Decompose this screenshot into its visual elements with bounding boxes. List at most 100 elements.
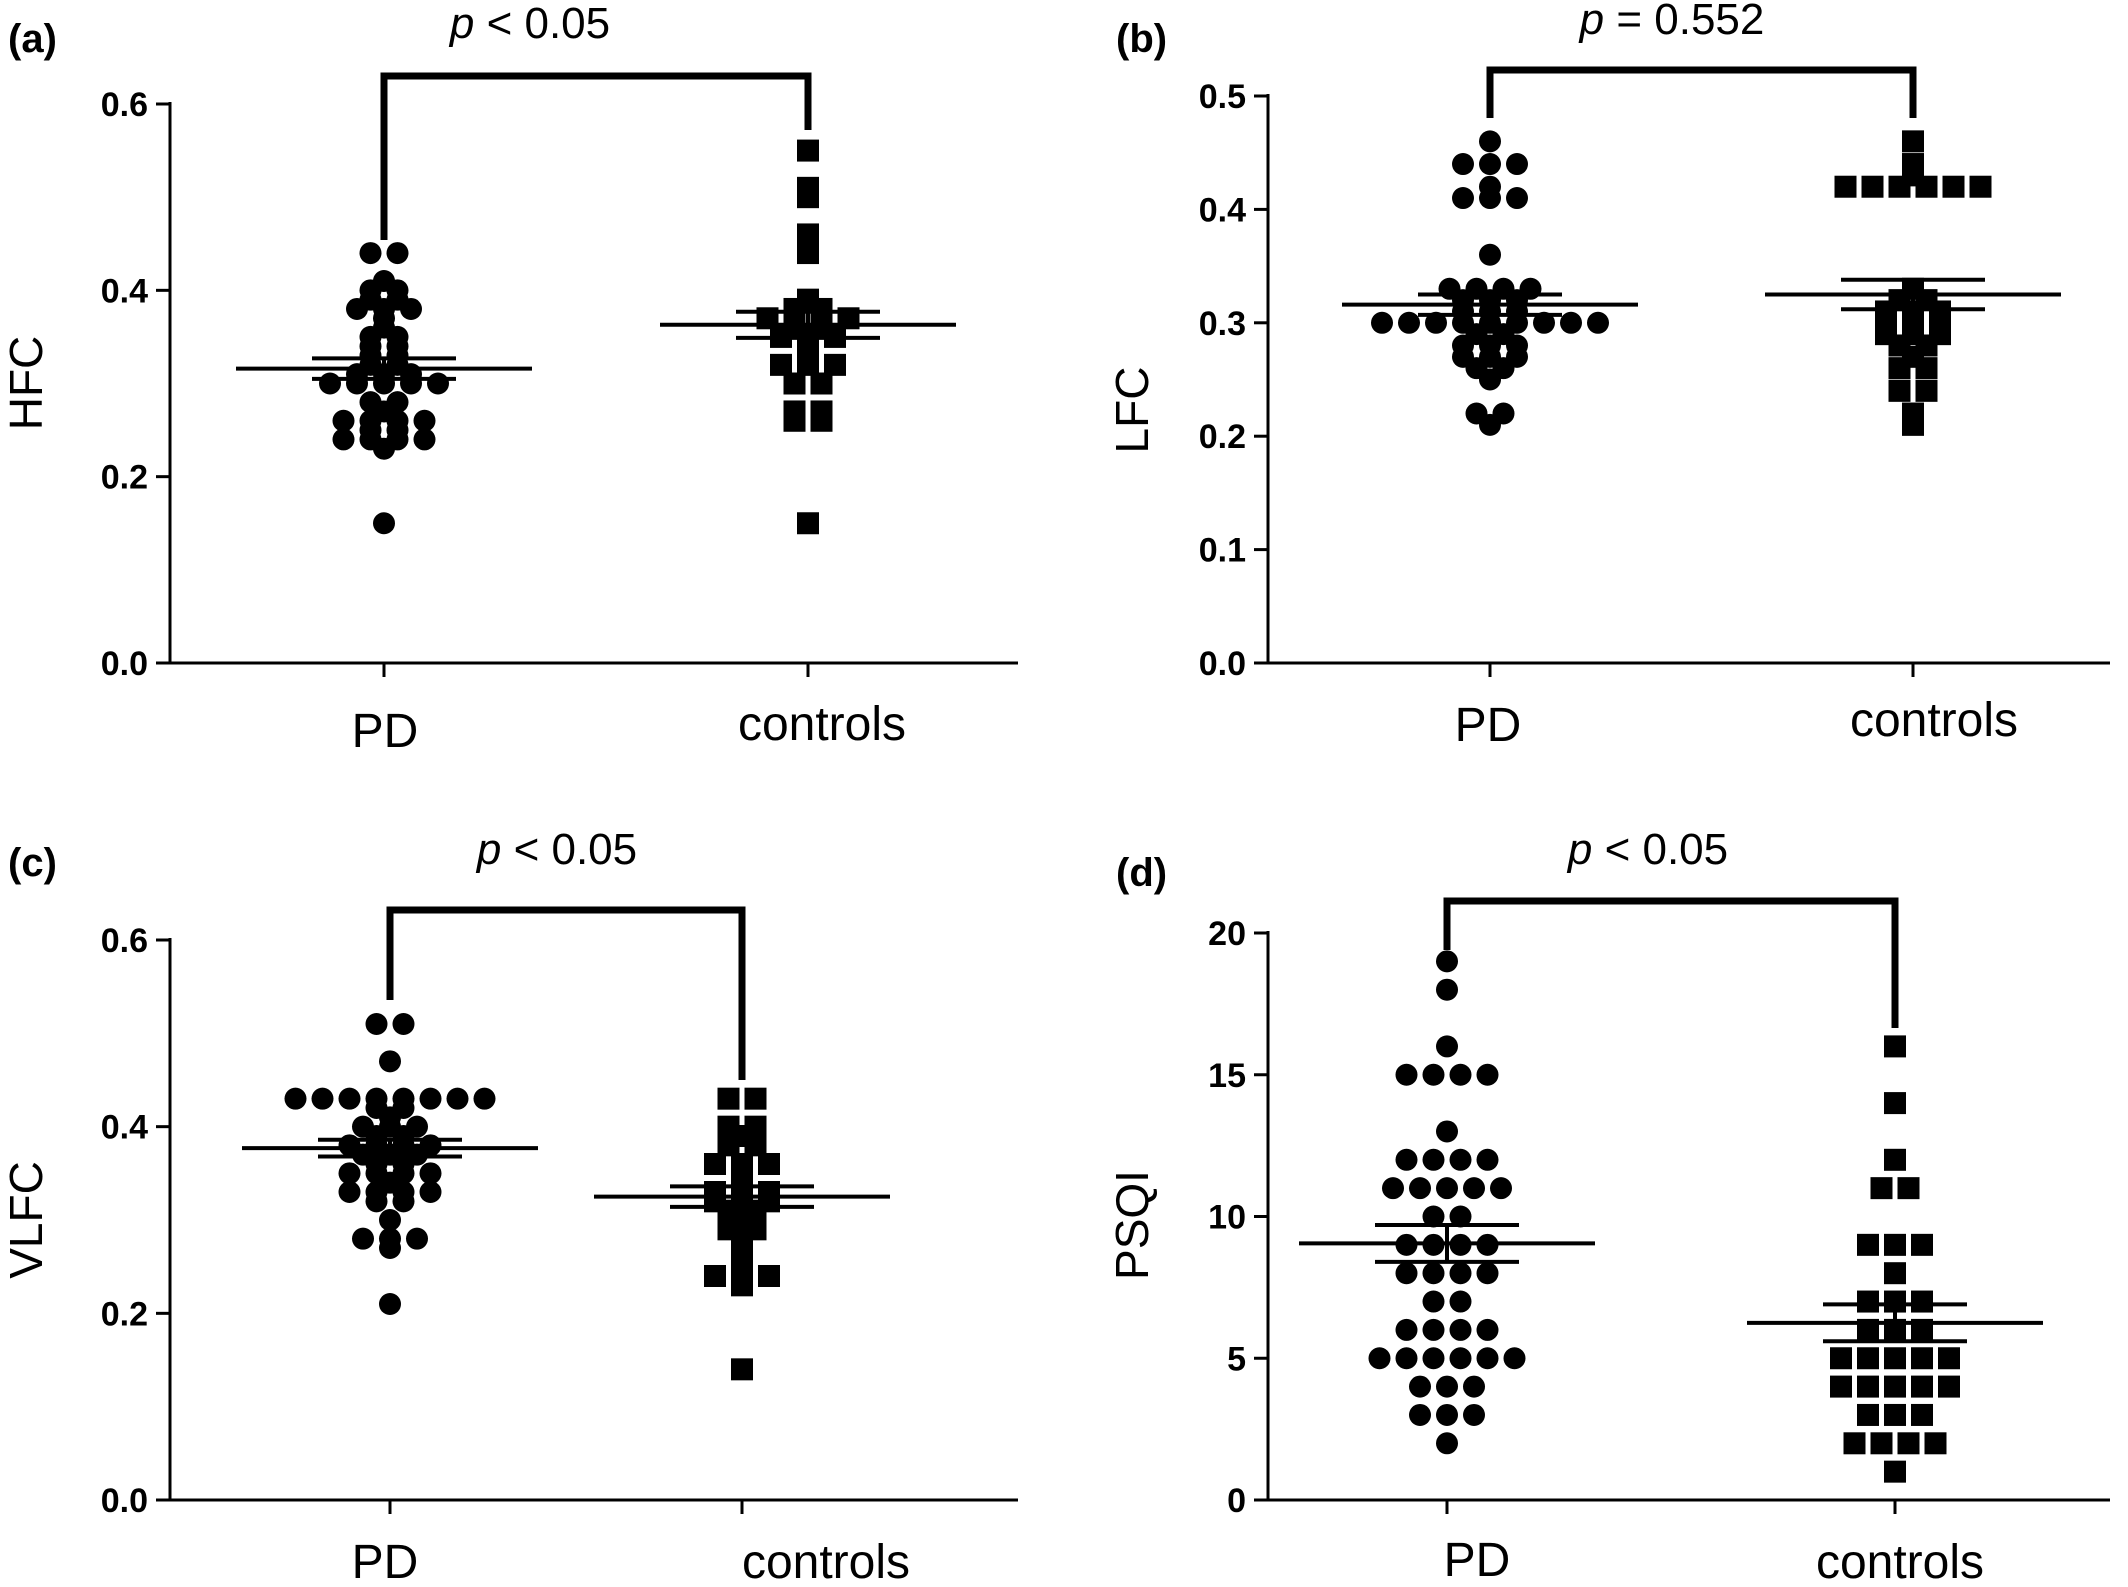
data-point-controls bbox=[797, 186, 819, 209]
data-point-controls bbox=[1843, 1432, 1866, 1455]
significance-bracket bbox=[1443, 897, 1899, 1028]
data-point-pd bbox=[1560, 311, 1582, 334]
y-tick-label: 0.4 bbox=[1199, 191, 1246, 229]
data-point-pd bbox=[1479, 153, 1501, 176]
y-tick-label: 0.2 bbox=[101, 1295, 148, 1333]
data-point-pd bbox=[1490, 1177, 1512, 1200]
data-point-controls bbox=[1938, 1347, 1960, 1370]
data-point-pd bbox=[1395, 1318, 1418, 1341]
data-point-controls bbox=[1884, 1035, 1906, 1058]
panel-a: (a) p < 0.05 HFC PD controls 0.00.20.40.… bbox=[0, 0, 1018, 758]
data-point-controls bbox=[1888, 175, 1911, 198]
data-point-controls bbox=[1911, 1290, 1933, 1313]
data-point-pd bbox=[1587, 311, 1609, 334]
category-label-pd: PD bbox=[1455, 699, 1522, 752]
data-point-pd bbox=[1449, 1318, 1472, 1341]
data-point-controls bbox=[1897, 1432, 1920, 1455]
data-point-pd bbox=[1409, 1403, 1431, 1426]
data-point-controls bbox=[1870, 1432, 1893, 1455]
data-point-controls bbox=[758, 1265, 780, 1287]
data-point-controls bbox=[744, 1134, 767, 1157]
category-label-pd: PD bbox=[352, 705, 419, 758]
data-point-pd bbox=[1476, 1148, 1499, 1171]
data-point-controls bbox=[704, 1265, 726, 1287]
data-point-controls bbox=[717, 1087, 740, 1110]
data-point-controls bbox=[1915, 379, 1938, 402]
data-point-pd bbox=[365, 1190, 388, 1213]
data-point-pd bbox=[1422, 1318, 1445, 1341]
y-tick-label: 0.0 bbox=[1199, 645, 1246, 683]
data-point-pd bbox=[1409, 1375, 1431, 1398]
data-point-pd bbox=[1422, 1205, 1445, 1228]
data-point-controls bbox=[1857, 1347, 1879, 1370]
data-point-controls bbox=[1942, 175, 1965, 198]
data-point-pd bbox=[359, 242, 382, 265]
category-label-controls: controls bbox=[742, 1536, 910, 1582]
data-point-pd bbox=[1506, 187, 1528, 210]
data-point-controls bbox=[1884, 1262, 1906, 1285]
data-point-pd bbox=[1479, 130, 1501, 153]
data-point-controls bbox=[810, 409, 833, 432]
data-point-controls bbox=[717, 1134, 740, 1157]
y-tick-labels: 0.0 0.1 0.2 0.3 0.4 0.5 bbox=[1199, 78, 1246, 683]
significance-bracket bbox=[380, 72, 812, 240]
panel-b: (b) p = 0.552 LFC PD controls 0.00.10.20… bbox=[1106, 0, 2110, 752]
y-tick-labels: 0.0 0.2 0.4 0.6 bbox=[101, 86, 148, 683]
data-point-pd bbox=[1422, 1290, 1445, 1313]
y-tick-label: 10 bbox=[1208, 1199, 1246, 1237]
data-point-controls bbox=[797, 242, 819, 265]
data-point-pd bbox=[446, 1087, 469, 1110]
y-tick-label: 0.4 bbox=[101, 1109, 148, 1147]
p-value-text: < 0.05 bbox=[474, 0, 610, 48]
y-tick-label: 0.3 bbox=[1199, 305, 1246, 343]
data-point-pd bbox=[332, 428, 355, 451]
data-point-pd bbox=[1449, 1063, 1472, 1086]
data-point-pd bbox=[1449, 1347, 1472, 1370]
data-point-controls bbox=[783, 409, 806, 432]
data-point-pd bbox=[392, 1013, 415, 1035]
data-point-pd bbox=[1506, 153, 1528, 176]
panel-label: (a) bbox=[8, 17, 57, 61]
data-point-pd bbox=[1463, 1403, 1485, 1426]
data-point-controls bbox=[1857, 1290, 1879, 1313]
data-point-controls bbox=[1857, 1375, 1879, 1398]
data-point-controls bbox=[1888, 379, 1911, 402]
data-point-pd bbox=[319, 372, 341, 395]
y-tick-label: 0.0 bbox=[101, 645, 148, 683]
data-point-controls bbox=[1857, 1403, 1879, 1426]
data-point-controls bbox=[1911, 1347, 1933, 1370]
y-axis-title: LFC bbox=[1106, 367, 1158, 454]
category-label-controls: controls bbox=[1816, 1536, 1984, 1582]
data-point-pd bbox=[284, 1087, 307, 1110]
data-point-pd bbox=[311, 1087, 334, 1110]
data-point-controls bbox=[1969, 175, 1992, 198]
data-point-controls bbox=[797, 512, 819, 535]
p-symbol: p bbox=[1578, 0, 1604, 44]
data-point-pd bbox=[1422, 1262, 1445, 1285]
data-point-controls bbox=[1911, 1403, 1933, 1426]
data-point-pd bbox=[1476, 1063, 1499, 1086]
data-point-pd bbox=[400, 372, 422, 395]
data-point-pd bbox=[332, 409, 355, 432]
data-point-pd bbox=[346, 372, 368, 395]
data-point-pd bbox=[1463, 1177, 1485, 1200]
panel-c: (c) p < 0.05 VLFC PD controls 0.00.20.40… bbox=[0, 825, 1018, 1587]
data-point-pd bbox=[1436, 978, 1458, 1001]
data-marks bbox=[156, 72, 1018, 677]
data-point-controls bbox=[1884, 1290, 1906, 1313]
data-point-pd bbox=[379, 1237, 401, 1259]
panel-d: (d) p < 0.05 PSQI PD controls 0 5 10 15 20 bbox=[1106, 825, 2110, 1587]
data-point-pd bbox=[1382, 1177, 1404, 1200]
data-point-pd bbox=[392, 1190, 415, 1213]
data-point-controls bbox=[1938, 1375, 1960, 1398]
data-point-pd bbox=[419, 1162, 442, 1185]
data-point-controls bbox=[1888, 357, 1911, 380]
y-tick-label: 0.2 bbox=[1199, 418, 1246, 456]
data-point-pd bbox=[338, 1162, 361, 1185]
data-point-pd bbox=[1422, 1063, 1445, 1086]
data-point-pd bbox=[379, 1293, 401, 1315]
y-tick-labels: 0.0 0.2 0.4 0.6 bbox=[101, 922, 148, 1520]
data-point-pd bbox=[1479, 368, 1501, 391]
data-point-controls bbox=[1884, 1148, 1906, 1171]
data-point-controls bbox=[1902, 130, 1924, 153]
